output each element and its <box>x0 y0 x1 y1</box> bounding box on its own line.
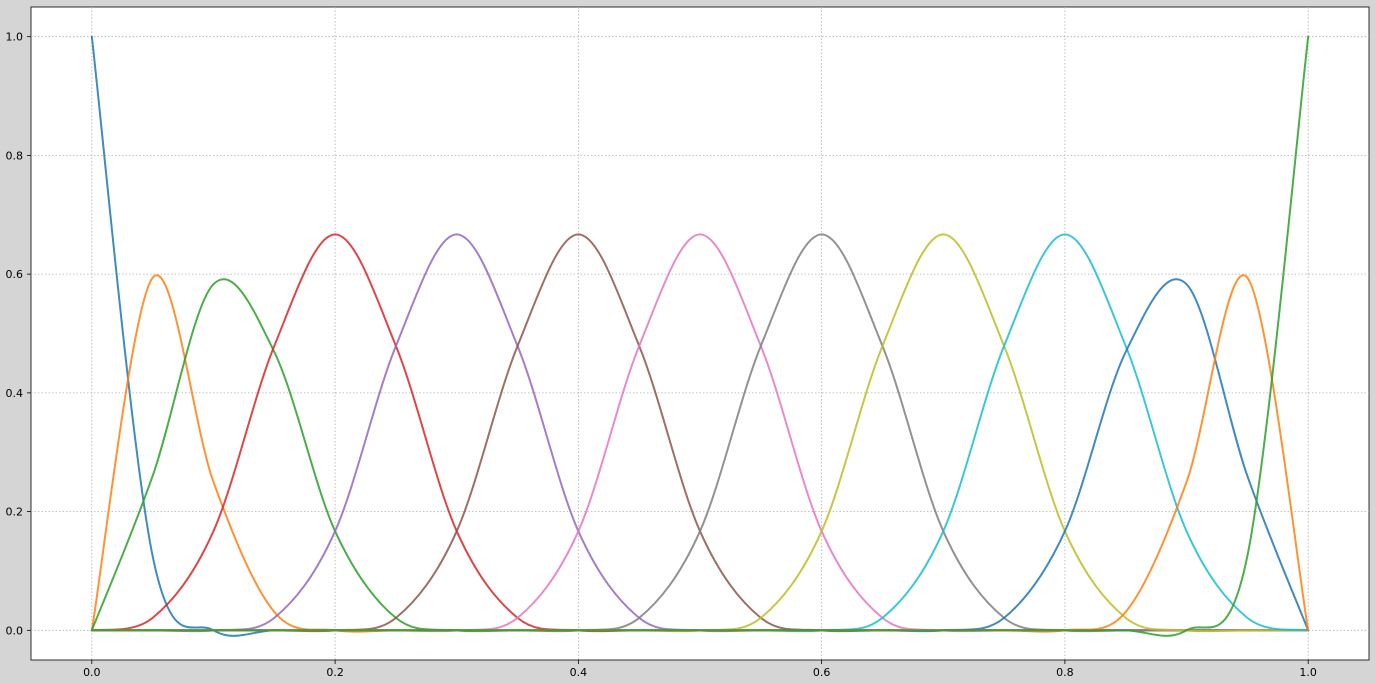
y-tick-label: 0.4 <box>6 387 24 400</box>
y-tick-label: 0.6 <box>6 268 24 281</box>
y-axis-ticks: 0.0 0.2 0.4 0.6 0.8 1.0 <box>6 31 31 637</box>
y-tick-label: 0.8 <box>6 149 24 162</box>
series-line-13 <box>90 35 1310 637</box>
y-tick-label: 0.2 <box>6 506 24 519</box>
x-tick-label: 1.0 <box>1299 666 1317 679</box>
plot-area <box>30 6 1370 661</box>
x-tick-label: 0.2 <box>326 666 344 679</box>
x-tick-label: 0.4 <box>570 666 588 679</box>
x-tick-label: 0.0 <box>83 666 101 679</box>
x-axis-ticks: 0.0 0.2 0.4 0.6 0.8 1.0 <box>83 660 1317 679</box>
y-tick-label: 0.0 <box>6 624 24 637</box>
y-tick-label: 1.0 <box>6 31 24 44</box>
x-tick-label: 0.6 <box>813 666 831 679</box>
x-tick-label: 0.8 <box>1056 666 1074 679</box>
series-lines <box>90 35 1310 637</box>
grid-lines <box>31 7 1369 660</box>
